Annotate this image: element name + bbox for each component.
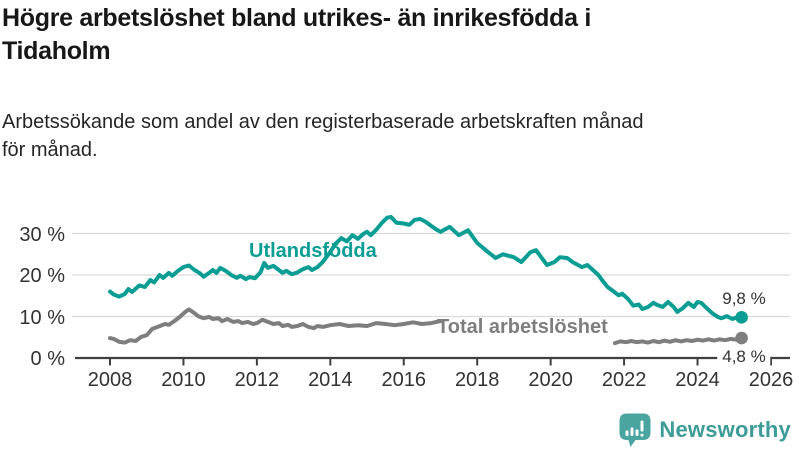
x-axis-label: 2010 — [161, 369, 206, 391]
x-axis-label: 2026 — [748, 369, 794, 391]
page-title: Högre arbetslöshet bland utrikes- än inr… — [2, 4, 591, 65]
series-line-total — [108, 307, 443, 345]
y-axis-label: 30 % — [19, 223, 65, 246]
end-value-label-total: 4,8 % — [717, 346, 771, 367]
x-axis-label: 2018 — [454, 369, 500, 391]
x-axis-label: 2022 — [601, 369, 647, 391]
series-label-utlandsfodda: Utlandsfödda — [249, 240, 377, 262]
series-line-utlandsfodda — [108, 214, 744, 321]
x-axis-label: 2020 — [528, 369, 573, 391]
x-axis-label: 2016 — [381, 369, 427, 391]
y-axis-label: 20 % — [19, 265, 65, 287]
x-axis-label: 2014 — [308, 369, 353, 391]
end-value-label-utlandsfodda: 9,8 % — [722, 289, 766, 308]
series-line-total — [612, 336, 744, 346]
newsworthy-logo: Newsworthy — [618, 411, 791, 449]
x-axis-label: 2008 — [87, 369, 133, 391]
bar-chart-speech-bubble-icon — [619, 413, 651, 447]
y-axis-label: 0 % — [30, 348, 65, 370]
series-end-dot-utlandsfodda — [735, 311, 748, 324]
page-subtitle: Arbetssökande som andel av den registerb… — [2, 111, 644, 161]
x-axis-label: 2024 — [675, 369, 720, 391]
series-end-dot-total — [735, 331, 748, 345]
brand-name: Newsworthy — [659, 417, 791, 442]
series-label-total-arbetsloshet: Total arbetslöshet — [437, 316, 608, 338]
x-axis-label: 2012 — [234, 369, 280, 391]
y-axis-label: 10 % — [19, 306, 65, 329]
